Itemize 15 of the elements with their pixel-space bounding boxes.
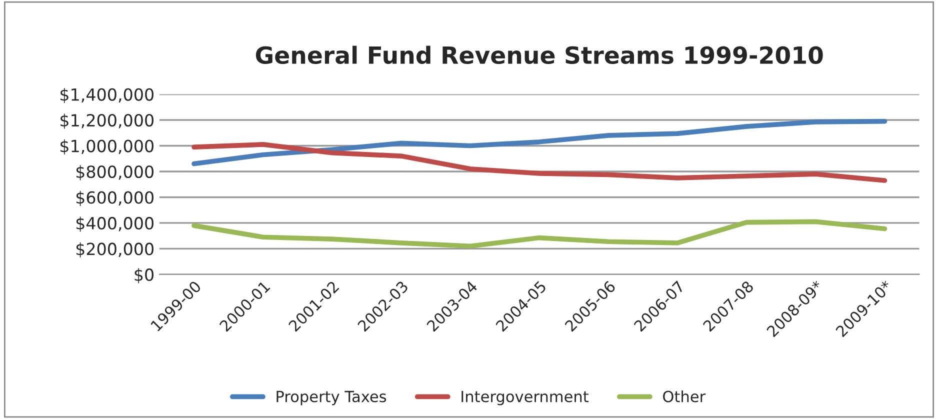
y-tick-label: $800,000 [76,165,154,180]
line-series [192,118,888,166]
y-tick-label: $200,000 [76,242,154,258]
legend-label: Property Taxes [276,390,386,406]
legend-label: Other [663,390,706,402]
y-tick-label: $0 [134,268,154,284]
line-series [192,142,888,183]
y-tick-label: $400,000 [76,216,154,232]
y-tick-label: $600,000 [76,190,154,206]
chart-title: General Fund Revenue Streams 1999-2010 [256,46,823,64]
y-tick-label: $1,200,000 [60,114,154,129]
y-tick-label: $1,400,000 [60,88,154,104]
legend-label: Intergovernment [462,390,588,406]
line-series [192,219,888,249]
y-tick-label: $1,000,000 [60,139,154,155]
